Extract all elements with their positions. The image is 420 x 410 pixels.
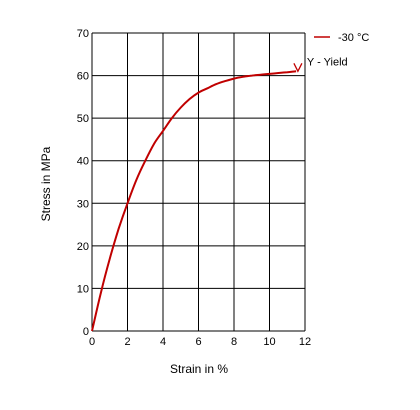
series-line: [91, 70, 297, 332]
x-axis-label: Strain in %: [170, 362, 228, 376]
x-tick-label: 0: [89, 336, 95, 348]
x-tick-label: 8: [231, 336, 237, 348]
y-tick-label: 0: [83, 326, 89, 338]
x-tick-label: 4: [160, 336, 166, 348]
y-tick-label: 40: [77, 156, 89, 168]
legend-label: -30 °C: [338, 32, 369, 44]
x-tick-label: 12: [299, 336, 311, 348]
annotations: Y - Yield: [293, 56, 348, 73]
y-tick-label: 70: [77, 28, 89, 40]
x-tick-label: 2: [124, 336, 130, 348]
legend: -30 °C: [314, 32, 369, 44]
y-tick-label: 20: [77, 241, 89, 253]
y-tick-label: 50: [77, 113, 89, 125]
y-tick-label: 30: [77, 198, 89, 210]
y-tick-label: 10: [77, 283, 89, 295]
yield-annotation: Y - Yield: [307, 56, 348, 68]
x-tick-label: 6: [195, 336, 201, 348]
tick-labels: 0 2 4 6 8 10 12 0 10 20 30 40 50 60 70: [77, 28, 311, 348]
grid: [91, 32, 306, 332]
series-layer: [91, 70, 297, 332]
y-axis-label: Stress in MPa: [39, 146, 53, 221]
y-tick-label: 60: [77, 71, 89, 83]
yield-marker-icon: [293, 63, 303, 73]
x-tick-label: 10: [263, 336, 275, 348]
